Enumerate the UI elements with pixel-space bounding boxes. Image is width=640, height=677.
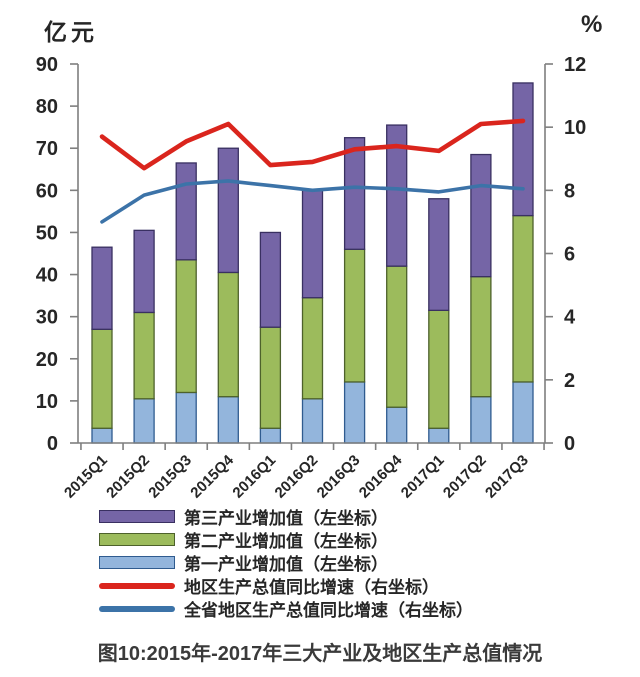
left-axis-tick-label: 0 — [47, 433, 58, 455]
right-axis-tick-label: 6 — [564, 244, 575, 266]
legend-label: 第三产业增加值（左坐标） — [184, 509, 388, 528]
legend-label: 第二产业增加值（左坐标） — [184, 532, 388, 551]
bar-segment — [301, 398, 324, 444]
x-axis-category-label: 2017Q2 — [440, 452, 490, 502]
right-axis-tick-label: 8 — [564, 180, 575, 202]
left-axis-unit-label: 亿元 — [44, 19, 98, 45]
bar-segment — [343, 137, 366, 250]
x-axis-category-label: 2016Q2 — [272, 452, 322, 502]
bar-segment — [133, 311, 155, 400]
legend-bar-swatch — [99, 510, 175, 523]
legend-item: 全省地区生产总值同比增速（右坐标） — [99, 597, 473, 620]
x-axis-category-label: 2017Q1 — [398, 452, 448, 502]
bar-segment — [259, 231, 282, 328]
left-axis-tick-label: 10 — [36, 391, 58, 413]
bar-segment — [91, 427, 113, 444]
x-axis-category-label: 2017Q3 — [482, 452, 532, 502]
bar-segment — [301, 297, 324, 400]
chart-legend: 第三产业增加值（左坐标） 第二产业增加值（左坐标） 第一产业增加值（左坐标） 地区生产… — [99, 505, 473, 620]
bar-segment — [512, 82, 534, 217]
bar-segment — [386, 124, 408, 267]
bar-segment — [91, 246, 113, 330]
right-axis-tick-label: 4 — [564, 307, 576, 329]
legend-label: 第一产业增加值（左坐标） — [184, 555, 388, 574]
left-axis-tick-label: 20 — [36, 349, 58, 371]
bar-segment — [386, 406, 408, 444]
bar-segment — [512, 381, 534, 444]
bar-segment — [91, 328, 113, 429]
x-axis-category-label: 2015Q1 — [61, 452, 111, 502]
bar-segment — [259, 427, 282, 444]
bar-segment — [217, 147, 239, 274]
bar-segment — [470, 396, 492, 444]
bar-segment — [470, 276, 492, 398]
bar-segment — [343, 381, 366, 444]
bar-segment — [175, 162, 197, 261]
legend-item: 地区生产总值同比增速（右坐标） — [99, 574, 473, 597]
bar-segment — [175, 259, 197, 394]
trend-line — [99, 118, 526, 171]
bar-segment — [428, 309, 450, 429]
legend-label: 全省地区生产总值同比增速（右坐标） — [184, 601, 473, 620]
combo-chart-canvas: 0 10 20 30 40 50 60 70 80 90 0 2 4 6 8 10 12 2015Q12015Q2… — [36, 54, 587, 502]
legend-bar-swatch — [99, 556, 175, 569]
x-axis-category-label: 2015Q2 — [103, 452, 153, 502]
bar-segment — [217, 271, 239, 398]
right-axis-tick-label: 2 — [564, 370, 575, 392]
figure-caption: 图10:2015年-2017年三大产业及地区生产总值情况 — [97, 643, 543, 665]
bar-segment — [133, 398, 155, 444]
bar-segment — [259, 326, 282, 429]
right-axis-tick-label: 10 — [564, 117, 586, 139]
x-axis-category-label: 2016Q4 — [356, 451, 406, 501]
left-axis-tick-label: 30 — [36, 307, 58, 329]
legend-bar-swatch — [99, 533, 175, 546]
x-axis-category-label: 2015Q3 — [145, 452, 195, 502]
right-axis-tick-label: 0 — [564, 433, 575, 455]
left-axis-tick-label: 70 — [36, 138, 58, 160]
bar-segment — [470, 153, 492, 278]
right-axis-unit-label: % — [581, 11, 603, 38]
legend-line-swatch — [99, 605, 175, 612]
right-axis-tick-label: 12 — [564, 54, 586, 76]
bar-segment — [301, 189, 324, 299]
legend-item: 第一产业增加值（左坐标） — [99, 551, 473, 574]
left-axis-tick-label: 50 — [36, 222, 58, 244]
x-axis-category-label: 2015Q4 — [187, 451, 237, 501]
bar-segment — [133, 229, 155, 314]
bar-segment — [386, 265, 408, 408]
bar-segment — [343, 248, 366, 383]
legend-line-swatch — [99, 582, 175, 589]
x-axis-category-label: 2016Q1 — [229, 452, 279, 502]
left-axis-tick-label: 60 — [36, 180, 58, 202]
bar-segment — [428, 198, 450, 311]
legend-item: 第三产业增加值（左坐标） — [99, 505, 473, 528]
bar-segment — [217, 396, 239, 444]
legend-item: 第二产业增加值（左坐标） — [99, 528, 473, 551]
x-axis-category-label: 2016Q3 — [314, 452, 364, 502]
left-axis-tick-label: 40 — [36, 265, 58, 287]
bar-segment — [428, 427, 450, 444]
trend-line — [100, 179, 525, 224]
bar-segment — [512, 214, 534, 383]
left-axis-tick-label: 80 — [36, 96, 58, 118]
bar-segment — [175, 391, 197, 444]
legend-label: 地区生产总值同比增速（右坐标） — [184, 578, 439, 597]
left-axis-tick-label: 90 — [36, 54, 58, 76]
